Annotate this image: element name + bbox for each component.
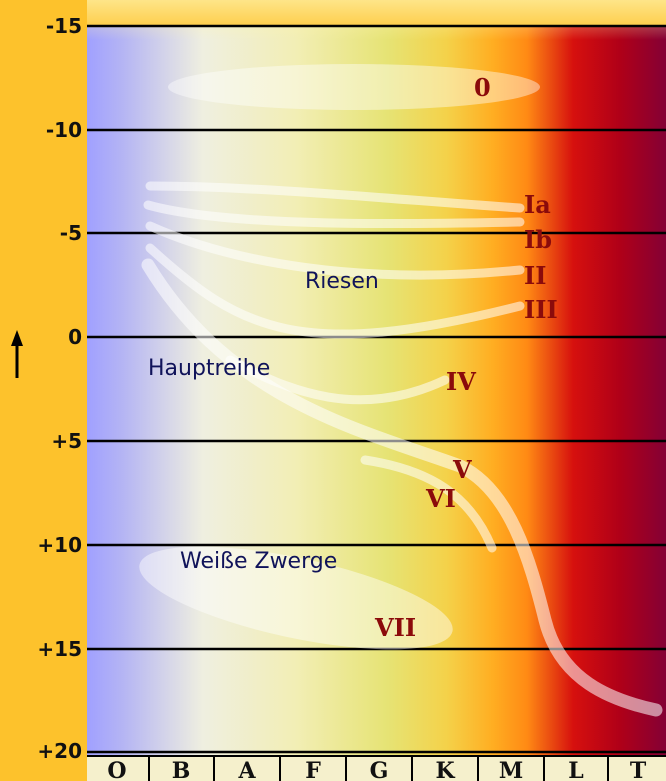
spectral-class-L: L <box>568 758 583 781</box>
magnitude-gridlines <box>87 24 666 754</box>
class-label-0: 0 <box>474 73 491 102</box>
plot-background <box>87 26 666 756</box>
white-dwarf-region <box>139 546 453 650</box>
region-labels: Riesen Hauptreihe Weiße Zwerge <box>148 269 379 574</box>
spectral-class-axis: O B A F G K M L T <box>87 755 666 781</box>
y-tick-label: -10 <box>46 118 82 142</box>
up-arrow-icon <box>11 330 23 378</box>
class-label-IV: IV <box>446 367 476 396</box>
class-label-V: V <box>452 455 472 484</box>
class-label-VI: VI <box>425 484 456 513</box>
y-tick-label: +5 <box>51 429 82 453</box>
spectral-class-B: B <box>172 758 191 781</box>
class-Ib-band <box>143 200 525 229</box>
spectral-class-M: M <box>499 758 523 781</box>
class-0-region <box>168 64 540 110</box>
spectral-class-T: T <box>630 758 647 781</box>
class-label-Ia: Ia <box>524 190 551 219</box>
region-label-riesen: Riesen <box>305 269 379 294</box>
luminosity-class-labels: 0 Ia Ib II III IV V VI VII <box>374 73 558 642</box>
plot-top-glow <box>87 0 666 40</box>
class-II-band <box>145 221 525 280</box>
spectral-class-G: G <box>370 758 389 781</box>
class-label-II: II <box>524 261 546 290</box>
y-tick-label: 0 <box>68 325 82 349</box>
y-tick-label: +10 <box>37 533 82 557</box>
class-III-band <box>145 243 525 339</box>
y-axis: -15 -10 -5 0 +5 +10 +15 +20 <box>11 14 82 763</box>
luminosity-regions <box>139 64 663 717</box>
class-label-VII: VII <box>374 613 416 642</box>
spectral-class-O: O <box>107 758 126 781</box>
y-tick-label: -5 <box>60 221 82 245</box>
region-label-weisse-zwerge: Weiße Zwerge <box>180 549 337 574</box>
class-Ia-band <box>145 181 525 213</box>
region-label-hauptreihe: Hauptreihe <box>148 356 270 381</box>
class-label-Ib: Ib <box>524 225 552 254</box>
spectral-class-K: K <box>435 758 455 781</box>
class-label-III: III <box>524 295 558 324</box>
class-VI-band <box>360 455 497 553</box>
spectral-class-A: A <box>237 758 256 781</box>
spectral-class-F: F <box>305 758 321 781</box>
spectral-axis-background <box>87 756 666 781</box>
main-sequence-band <box>141 258 663 717</box>
y-tick-label: +20 <box>37 739 82 763</box>
y-tick-label: -15 <box>46 14 82 38</box>
y-tick-label: +15 <box>37 637 82 661</box>
